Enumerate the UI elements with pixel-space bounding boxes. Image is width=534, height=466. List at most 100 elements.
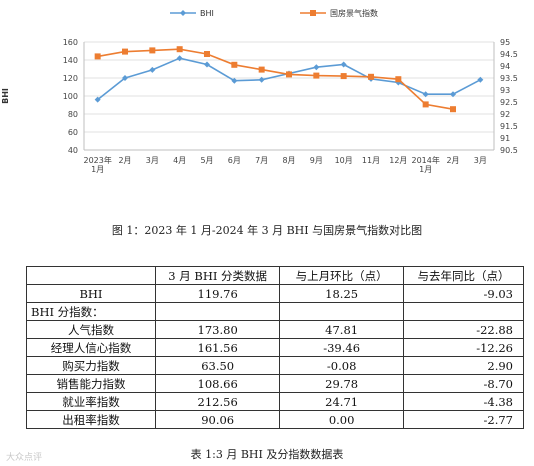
cell-mom: 0.00 [279, 410, 404, 429]
table-row: BHI 119.76 18.25 -9.03 [26, 284, 525, 303]
y-right-tick-label: 90.5 [500, 146, 518, 155]
x-tick-label: 2023年 1月 [83, 155, 111, 174]
y-right-tick-label: 91 [500, 134, 510, 143]
row-label: 经理人信心指数 [26, 338, 156, 357]
bhi-point [231, 77, 238, 84]
x-tick-label: 2月 [118, 156, 131, 165]
legend-label: 国房景气指数 [330, 8, 378, 18]
guofang-point [395, 76, 402, 83]
chart-grid [84, 41, 494, 151]
row-label: 人气指数 [26, 320, 156, 339]
bhi-point [258, 76, 265, 83]
line-chart: BHI 国房景气指数 BHI 40 60 80 100 120 140 160 95 94.5 94… [1, 8, 518, 174]
x-tick-label: 12月 [389, 156, 407, 165]
guofang-point [340, 73, 347, 80]
cell-value: 63.50 [154, 356, 281, 375]
cell-yoy: -9.03 [402, 284, 525, 303]
x-tick-label: 10月 [335, 156, 353, 165]
chart-ticks: 40 60 80 100 120 140 160 95 94.5 94 93.5 93 92.5 92 91… [63, 38, 518, 174]
watermark: 大众点评 [6, 453, 43, 463]
x-tick-label: 4月 [173, 156, 186, 165]
guofang-series-line [97, 48, 454, 110]
y-left-tick-label: 100 [63, 92, 78, 101]
cell-mom: -39.46 [279, 338, 404, 357]
bhi-point [450, 91, 456, 98]
table-row: 经理人信心指数 161.56 -39.46 -12.26 [26, 338, 525, 357]
x-tick-label: 6月 [228, 156, 241, 165]
cell-value: 161.56 [154, 338, 281, 357]
y-right-tick-label: 92.5 [500, 98, 518, 107]
table-header-row: 3 月 BHI 分类数据 与上月环比（点） 与去年同比（点） [26, 266, 525, 285]
x-tick-label: 3月 [146, 156, 159, 165]
guofang-point [422, 101, 429, 108]
y-right-tick-label: 94.5 [500, 50, 518, 59]
table-row: 就业率指数 212.56 24.71 -4.38 [26, 392, 525, 411]
cell-yoy: 2.90 [402, 356, 525, 375]
y-left-tick-label: 40 [68, 146, 78, 155]
cell-yoy: -22.88 [402, 320, 525, 339]
figure-caption: 图 1：2023 年 1 月-2024 年 3 月 BHI 与国房景气指数对比图 [111, 224, 423, 237]
chart-axes: BHI [1, 42, 495, 151]
x-tick-label: 7月 [255, 156, 268, 165]
row-label: BHI [26, 284, 156, 303]
row-label: 就业率指数 [26, 392, 156, 411]
y-left-tick-label: 80 [68, 110, 78, 119]
y-left-tick-label: 160 [63, 38, 78, 47]
cell-mom [279, 302, 404, 321]
legend-marker [310, 10, 316, 16]
cell-value: 119.76 [154, 284, 281, 303]
bhi-data-table: 3 月 BHI 分类数据 与上月环比（点） 与去年同比（点） BHI 119.7… [26, 266, 525, 429]
guofang-point [122, 48, 128, 55]
legend-item: BHI [170, 9, 214, 18]
guofang-point [94, 53, 101, 60]
guofang-point [149, 47, 156, 54]
table-row: 出租率指数 90.06 0.00 -2.77 [26, 410, 525, 429]
x-tick-label: 9月 [310, 156, 323, 165]
bhi-point [149, 66, 156, 73]
row-label: 销售能力指数 [26, 374, 156, 393]
guofang-point [231, 61, 238, 68]
y-left-tick-label: 140 [63, 56, 78, 65]
table-row: BHI 分指数： [26, 302, 525, 321]
y-right-tick-label: 93 [500, 86, 510, 95]
bhi-point [477, 76, 484, 83]
bhi-series-line [97, 57, 481, 101]
legend-label: BHI [200, 9, 214, 18]
cell-yoy: -12.26 [402, 338, 525, 357]
table-row: 购买力指数 63.50 -0.08 2.90 [26, 356, 525, 375]
guofang-point [450, 106, 456, 113]
cell-value [154, 302, 281, 321]
guofang-point [368, 73, 374, 80]
guofang-point [286, 71, 292, 78]
table-caption: 表 1:3 月 BHI 及分指数数据表 [190, 448, 344, 461]
row-label: BHI 分指数： [26, 302, 156, 321]
x-tick-label: 11月 [362, 156, 380, 165]
y-right-tick-label: 94 [500, 62, 510, 71]
cell-value: 108.66 [154, 374, 281, 393]
cell-yoy: -8.70 [402, 374, 525, 393]
table-row: 人气指数 173.80 47.81 -22.88 [26, 320, 525, 339]
y-left-tick-label: 60 [68, 128, 78, 137]
y-left-axis-title: BHI [1, 88, 10, 104]
cell-mom: 18.25 [279, 284, 404, 303]
legend-item: 国房景气指数 [300, 8, 378, 18]
x-tick-label: 8月 [282, 156, 295, 165]
x-tick-label: 3月 [474, 156, 487, 165]
cell-value: 173.80 [154, 320, 281, 339]
cell-yoy: -2.77 [402, 410, 525, 429]
y-right-tick-label: 95 [500, 38, 510, 47]
cell-yoy: -4.38 [402, 392, 525, 411]
x-tick-label: 2014年 1月 [411, 155, 439, 174]
bhi-point [176, 55, 183, 62]
cell-mom: 29.78 [279, 374, 404, 393]
guofang-point [204, 51, 210, 57]
guofang-point [313, 72, 320, 79]
bhi-point [204, 61, 210, 68]
guofang-point [176, 46, 183, 53]
cell-mom: 47.81 [279, 320, 404, 339]
x-tick-label: 5月 [200, 156, 213, 165]
bhi-point [313, 64, 320, 71]
y-left-tick-label: 120 [63, 74, 78, 83]
cell-yoy [402, 302, 525, 321]
table-header-cell [26, 266, 156, 285]
